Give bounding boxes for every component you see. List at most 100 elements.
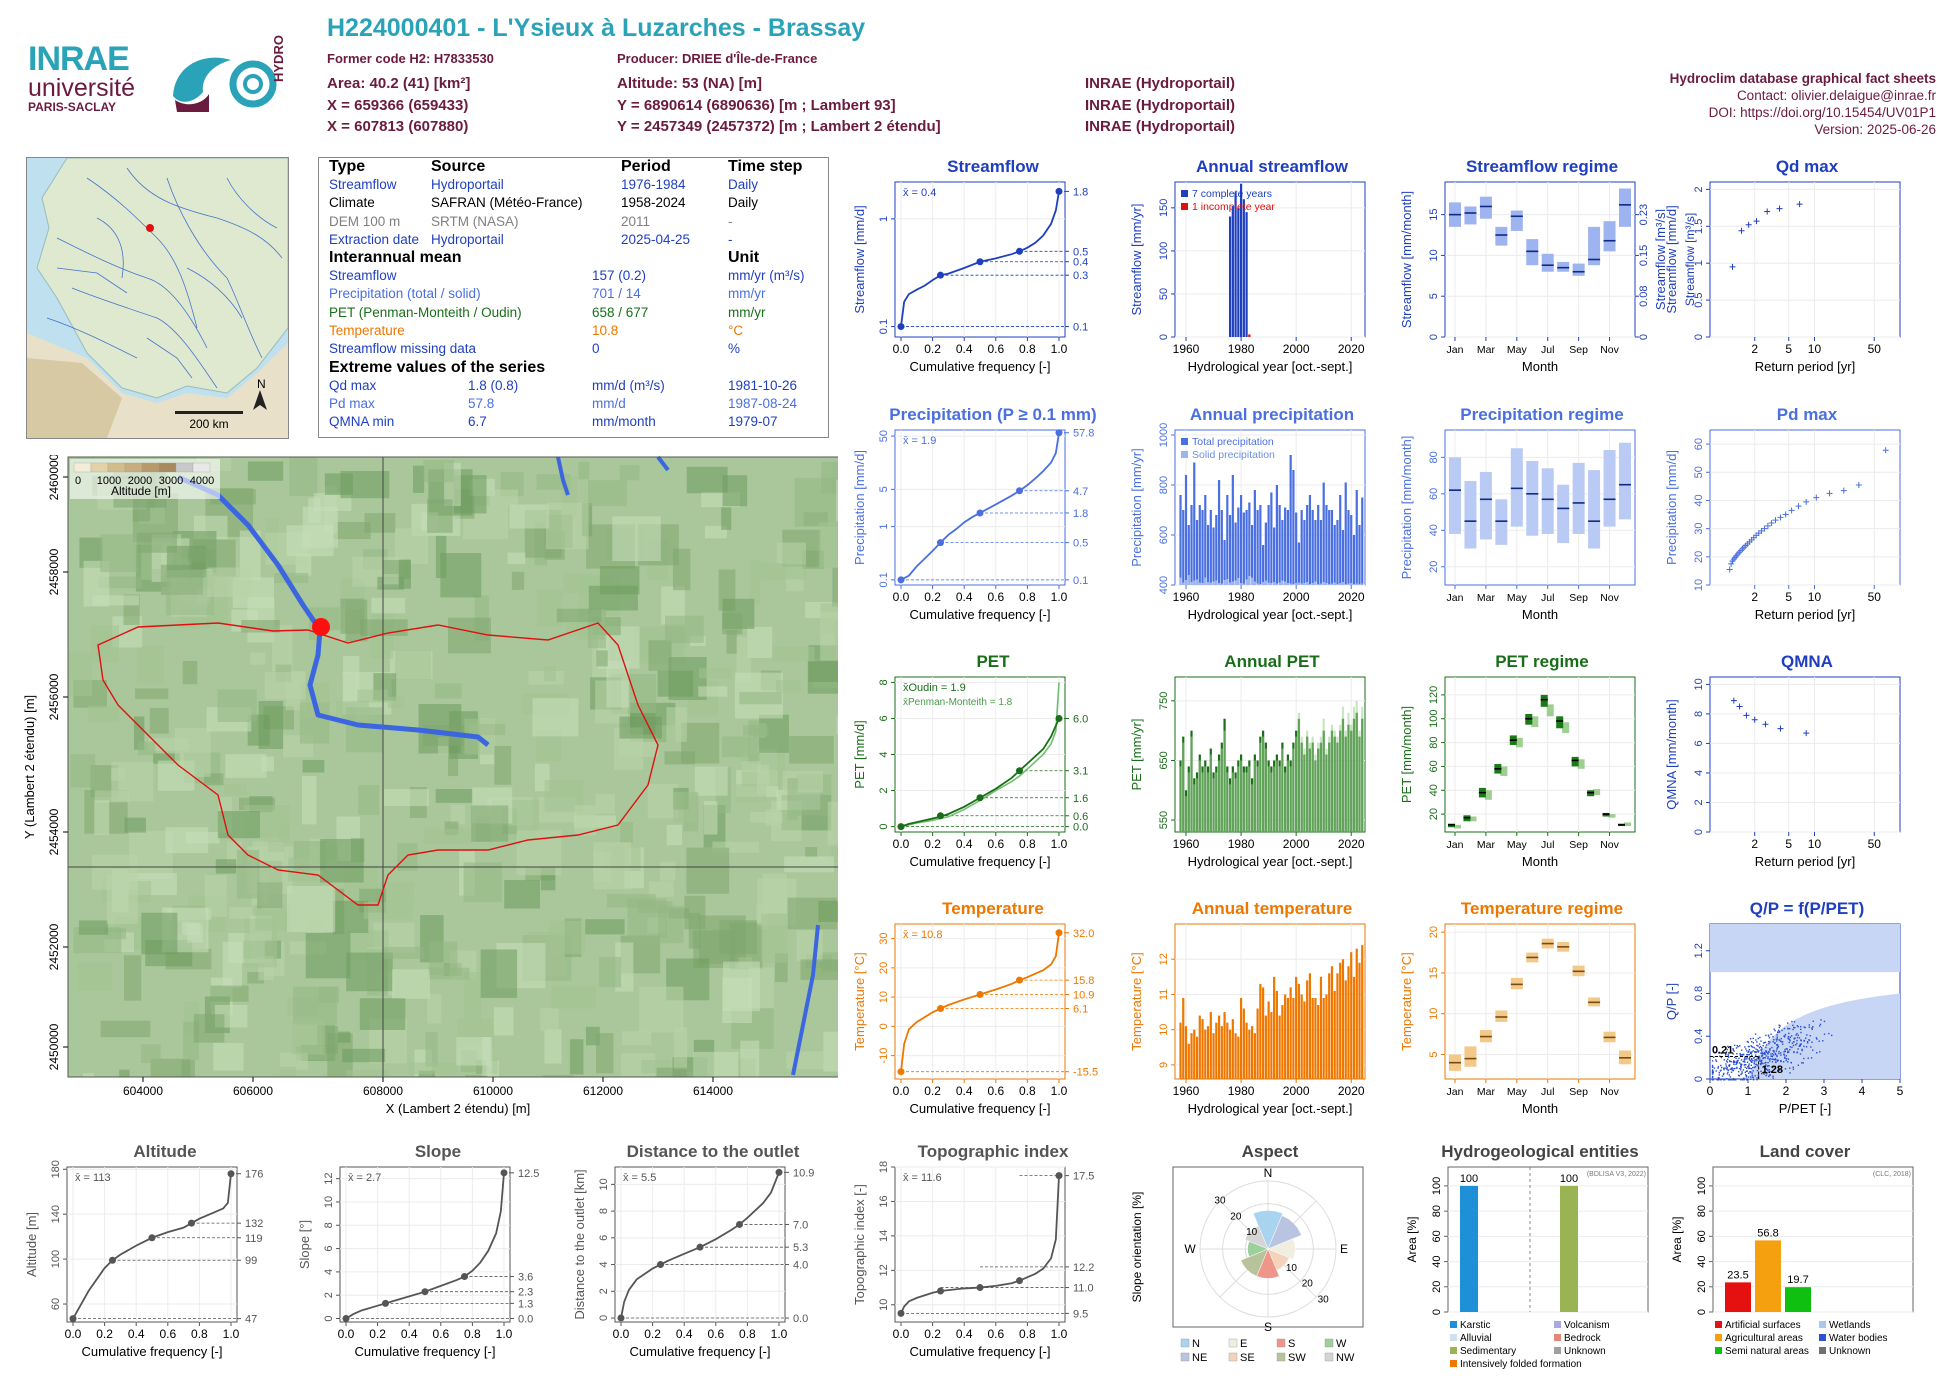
y-tick: 2	[1693, 186, 1705, 192]
y-tick: 0	[1693, 1076, 1705, 1082]
extreme-value: 1.8 (0.8)	[468, 377, 519, 393]
qp-point	[1746, 1056, 1748, 1059]
qp-point	[1743, 1079, 1745, 1081]
area: Area: 40.2 (41) [km²]	[327, 75, 471, 92]
month-tick: Mar	[1477, 839, 1496, 851]
right-tick: 6.0	[1073, 713, 1088, 725]
y-tick: 8	[1693, 711, 1705, 717]
contact: Contact: olivier.delaigue@inrae.fr	[1736, 88, 1936, 103]
qp-point	[1761, 1048, 1763, 1050]
x-tick: 1960	[1173, 837, 1200, 851]
qp-point	[1768, 1075, 1770, 1078]
x-tick: 0.2	[924, 342, 941, 356]
qp-point	[1779, 1052, 1782, 1054]
x-label: Cumulative frequency [-]	[910, 854, 1051, 869]
head-extreme-values: Extreme values of the series	[329, 358, 546, 376]
right-tick: 99	[245, 1255, 257, 1267]
mean-unit: mm/yr (m³/s)	[728, 268, 805, 284]
qp-point	[1711, 1076, 1714, 1079]
bar	[1328, 973, 1331, 1079]
qp-point	[1753, 1062, 1755, 1064]
bar-label: 19.7	[1787, 1274, 1808, 1286]
qp-point	[1723, 1072, 1725, 1075]
y-tick: 40	[1431, 1255, 1443, 1267]
bar-solid	[1344, 584, 1347, 585]
y-tick: 0.4	[1693, 1029, 1705, 1044]
qp-point	[1776, 1043, 1779, 1046]
precip_cdf: Precipitation (P ≥ 0.1 mm) 0.1 1 5 50 0.1 0.5 1…	[850, 398, 1120, 643]
annual_pet: Annual PET 550 650 750 1960 1980 2000 2020 Hydro…	[1125, 645, 1395, 890]
bar	[1278, 1015, 1281, 1079]
bar	[1319, 520, 1323, 585]
bar-2	[1190, 736, 1193, 832]
qp-point	[1774, 1059, 1777, 1061]
y-label: Streamflow [mm/d]	[852, 205, 867, 313]
qp-point	[1789, 1046, 1791, 1048]
bar	[1242, 512, 1245, 585]
ring-label: 20	[1230, 1211, 1242, 1222]
bar	[1322, 482, 1325, 585]
bar	[1256, 1008, 1259, 1079]
bar	[1187, 525, 1190, 585]
qp-point	[1765, 1064, 1767, 1066]
x-tick: 0.6	[987, 837, 1004, 851]
qp-point	[1732, 1061, 1735, 1064]
qp-point	[1767, 1069, 1769, 1071]
x-label: Hydrological year [oct.-sept.]	[1188, 854, 1353, 869]
qp-point	[1768, 1050, 1770, 1053]
qp-point	[1772, 1041, 1774, 1043]
bar-2	[1245, 772, 1248, 832]
qp-point	[1778, 1026, 1781, 1029]
bar-solid	[1253, 581, 1256, 585]
bar	[1352, 535, 1356, 585]
cdf-marker	[696, 1243, 704, 1251]
qp-point	[1794, 1037, 1796, 1039]
qp-point	[1717, 1067, 1719, 1069]
qp-point	[1747, 1041, 1749, 1043]
qp-point	[1753, 1066, 1756, 1069]
box	[1541, 253, 1554, 272]
bar-solid	[1267, 582, 1270, 585]
legend-swatch	[1554, 1321, 1561, 1328]
qp-point	[1812, 1049, 1814, 1051]
x-tick: 2	[1751, 342, 1758, 356]
qp-point	[1753, 1060, 1756, 1062]
db-title: Hydroclim database graphical fact sheets	[1669, 71, 1936, 86]
y-tick: 4	[1693, 770, 1705, 776]
x-tick: 1.0	[1051, 1084, 1068, 1098]
box	[1619, 442, 1631, 520]
right-tick: 0.0	[1073, 822, 1088, 834]
qp-point	[1755, 1059, 1757, 1061]
qp-point	[1751, 1058, 1753, 1060]
bar-solid	[1204, 577, 1207, 585]
right-tick: 5.3	[793, 1242, 808, 1254]
qp-point	[1751, 1066, 1754, 1069]
bar-solid	[1239, 583, 1243, 585]
qp-point	[1777, 1029, 1780, 1032]
qp-point	[1738, 1067, 1741, 1070]
x-tick: 0.0	[893, 590, 910, 604]
right-tick: 0.5	[1073, 538, 1088, 550]
bar	[1339, 495, 1342, 585]
legend-tick: 0	[75, 475, 81, 487]
scatter-point	[1788, 507, 1795, 514]
y-tick: 6	[598, 1235, 610, 1241]
y-tick: 2	[1693, 799, 1705, 805]
qp-limit-zone	[1710, 924, 1900, 973]
cdf-line-2	[900, 682, 1060, 828]
bar	[1267, 505, 1270, 585]
annual_streamflow: Annual streamflow 0 50 100 150 1960 1980 2000 20…	[1125, 150, 1395, 395]
bar-solid	[1179, 577, 1182, 585]
qp-point	[1751, 1045, 1753, 1048]
qp-point	[1765, 1051, 1768, 1053]
qp-point	[1752, 1057, 1755, 1059]
legend-swatch	[1715, 1321, 1722, 1328]
qp-point	[1727, 1069, 1730, 1071]
bar-2	[1336, 736, 1339, 832]
mean-unit: mm/yr	[728, 304, 766, 320]
qp-point	[1764, 1066, 1766, 1069]
bar	[1264, 1015, 1267, 1079]
bar	[1278, 505, 1281, 585]
x-tick: 0.2	[96, 1327, 113, 1341]
